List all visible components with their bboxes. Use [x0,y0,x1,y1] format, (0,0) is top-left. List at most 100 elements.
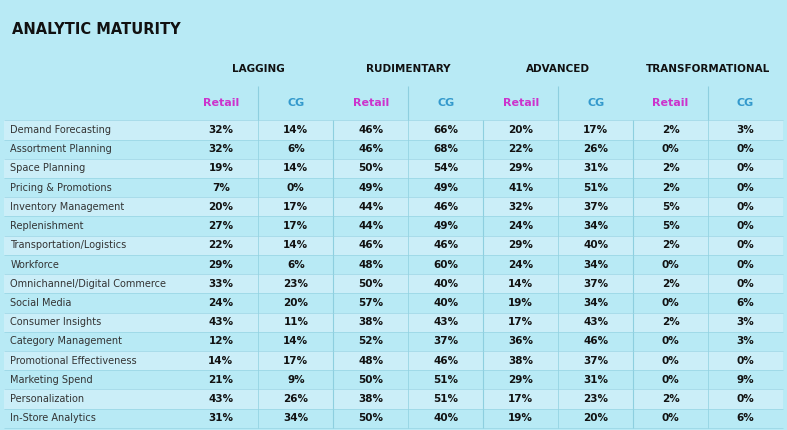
Text: Retail: Retail [353,98,389,108]
Text: 19%: 19% [209,163,233,173]
Text: 21%: 21% [209,375,234,385]
Bar [4,255,783,274]
Text: 20%: 20% [209,202,234,212]
Text: 37%: 37% [433,336,458,347]
Text: 34%: 34% [283,413,309,423]
Text: 24%: 24% [508,221,534,231]
Text: 23%: 23% [283,279,309,289]
Text: Promotional Effectiveness: Promotional Effectiveness [10,356,137,365]
Text: Consumer Insights: Consumer Insights [10,317,102,327]
Text: Space Planning: Space Planning [10,163,86,173]
Text: CG: CG [287,98,305,108]
Bar [4,332,783,351]
Text: 22%: 22% [209,240,234,250]
Text: 32%: 32% [209,125,234,135]
Bar [4,293,783,313]
Text: 0%: 0% [662,144,679,154]
Text: 3%: 3% [737,317,755,327]
Text: 38%: 38% [358,394,383,404]
Text: 5%: 5% [662,221,679,231]
Text: 49%: 49% [433,183,458,193]
Text: 0%: 0% [662,413,679,423]
Text: Pricing & Promotions: Pricing & Promotions [10,183,112,193]
Text: CG: CG [587,98,604,108]
Text: 14%: 14% [283,336,309,347]
Text: 11%: 11% [283,317,309,327]
Text: Replenishment: Replenishment [10,221,83,231]
Bar [4,370,783,390]
Text: 3%: 3% [737,125,755,135]
Text: 6%: 6% [737,298,755,308]
Text: 14%: 14% [209,356,234,365]
Text: 17%: 17% [508,317,534,327]
Bar [4,159,783,178]
Text: 50%: 50% [358,163,383,173]
Text: 46%: 46% [358,125,383,135]
Text: 34%: 34% [583,260,608,270]
Text: 46%: 46% [358,144,383,154]
Text: Social Media: Social Media [10,298,72,308]
Text: Retail: Retail [203,98,239,108]
Text: 14%: 14% [283,125,309,135]
Text: 6%: 6% [287,144,305,154]
Text: 23%: 23% [583,394,608,404]
Text: 0%: 0% [662,336,679,347]
Bar [4,236,783,255]
Text: 24%: 24% [209,298,234,308]
Text: 49%: 49% [433,221,458,231]
Text: 44%: 44% [358,202,383,212]
Text: 43%: 43% [209,317,234,327]
Text: 2%: 2% [662,317,679,327]
Text: 0%: 0% [662,375,679,385]
Text: 17%: 17% [283,221,309,231]
Text: 51%: 51% [433,394,458,404]
Text: 50%: 50% [358,413,383,423]
Text: 37%: 37% [583,356,608,365]
Text: Omnichannel/Digital Commerce: Omnichannel/Digital Commerce [10,279,166,289]
Bar [4,140,783,159]
Text: 17%: 17% [283,356,309,365]
Text: 7%: 7% [212,183,230,193]
Bar [4,274,783,293]
Text: 0%: 0% [737,183,755,193]
Text: 2%: 2% [662,163,679,173]
Bar [4,216,783,236]
Text: 34%: 34% [583,298,608,308]
Text: 20%: 20% [508,125,534,135]
Text: Marketing Spend: Marketing Spend [10,375,93,385]
Text: 46%: 46% [433,202,458,212]
Text: 36%: 36% [508,336,534,347]
Bar [4,197,783,216]
Text: Transportation/Logistics: Transportation/Logistics [10,240,127,250]
Text: 37%: 37% [583,202,608,212]
Text: 20%: 20% [283,298,309,308]
Text: 0%: 0% [662,260,679,270]
Text: 51%: 51% [583,183,608,193]
Text: 46%: 46% [358,240,383,250]
Text: 6%: 6% [287,260,305,270]
Text: 0%: 0% [662,356,679,365]
Text: 38%: 38% [508,356,534,365]
Text: 0%: 0% [737,260,755,270]
Text: Retail: Retail [503,98,539,108]
Text: 9%: 9% [287,375,305,385]
Bar [4,408,783,428]
Text: ANALYTIC MATURITY: ANALYTIC MATURITY [12,22,180,37]
Text: 33%: 33% [209,279,234,289]
Text: 2%: 2% [662,183,679,193]
Text: 2%: 2% [662,240,679,250]
Text: 14%: 14% [508,279,534,289]
Bar [4,178,783,197]
Text: 26%: 26% [583,144,608,154]
Text: LAGGING: LAGGING [232,64,285,74]
Text: 31%: 31% [583,163,608,173]
Text: 40%: 40% [433,279,458,289]
Text: 51%: 51% [433,375,458,385]
Text: 24%: 24% [508,260,534,270]
Text: 40%: 40% [583,240,608,250]
Text: 17%: 17% [508,394,534,404]
Text: 52%: 52% [358,336,383,347]
Text: 29%: 29% [508,375,533,385]
Text: 46%: 46% [433,240,458,250]
Text: 0%: 0% [737,221,755,231]
